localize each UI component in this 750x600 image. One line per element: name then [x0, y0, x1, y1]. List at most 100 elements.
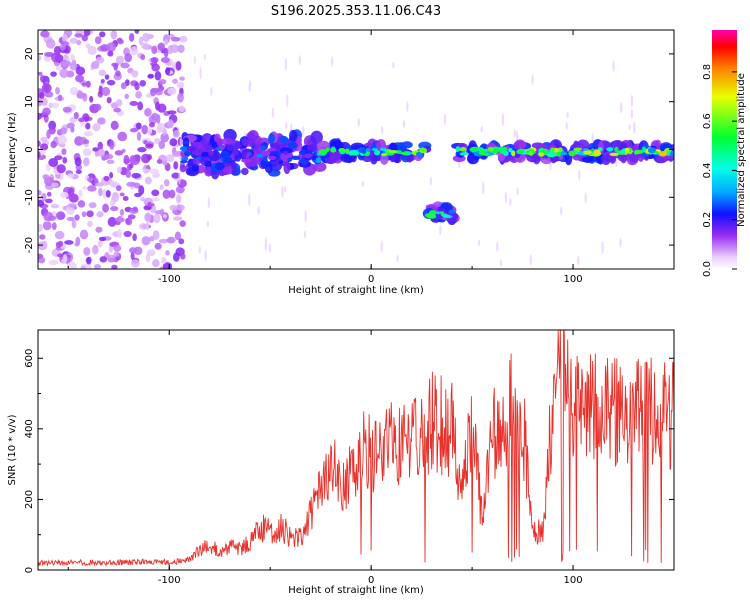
y-tick-label: 0: [24, 567, 35, 573]
heatmap-cell: [182, 137, 190, 149]
heatmap-cell: [264, 237, 268, 252]
heatmap-cell: [130, 251, 135, 261]
heatmap-cell: [180, 253, 186, 260]
heatmap-cell: [179, 164, 187, 173]
heatmap-cell: [198, 246, 202, 254]
colorbar-tick-label: 0.2: [702, 212, 713, 228]
heatmap-cell: [87, 45, 97, 56]
heatmap-cell: [361, 180, 365, 187]
heatmap-cell: [125, 169, 132, 179]
heatmap-cell: [95, 182, 105, 187]
heatmap-cell: [62, 60, 72, 67]
heatmap-cell: [152, 258, 160, 268]
heatmap-cell: [77, 200, 86, 208]
heatmap-cell: [114, 150, 124, 156]
heatmap-cell: [315, 157, 322, 164]
heatmap-cell: [83, 157, 90, 167]
heatmap-cell: [145, 212, 152, 222]
heatmap-cell: [177, 92, 184, 103]
heatmap-cell: [61, 258, 67, 264]
heatmap-cell: [67, 187, 75, 197]
heatmap-cell: [83, 131, 93, 137]
heatmap-cell: [181, 156, 189, 161]
y-tick-label: -20: [24, 237, 35, 253]
x-tick-label: 100: [564, 575, 583, 586]
heatmap-cell: [614, 146, 619, 153]
heatmap-cell: [559, 206, 563, 216]
heatmap-cell: [361, 149, 367, 154]
heatmap-cell: [509, 198, 512, 207]
heatmap-cell: [86, 256, 92, 265]
heatmap-cell: [565, 122, 568, 130]
heatmap-cell: [102, 188, 107, 199]
heatmap-cell: [117, 228, 122, 239]
heatmap-cell: [325, 147, 330, 152]
heatmap-cell: [207, 197, 211, 209]
heatmap-cell: [93, 264, 102, 269]
heatmap-cell: [76, 40, 82, 46]
heatmap-cell: [141, 124, 149, 135]
heatmap-cell: [517, 141, 527, 150]
heatmap-cell: [268, 155, 277, 161]
heatmap-cell: [263, 157, 268, 162]
heatmap-cell: [134, 82, 140, 91]
heatmap-cell: [154, 70, 162, 81]
heatmap-cell: [318, 149, 328, 155]
heatmap-cell: [241, 167, 249, 176]
heatmap-cell: [109, 171, 114, 179]
colorbar-tick-label: 0.4: [702, 162, 713, 178]
heatmap-cell: [60, 127, 68, 135]
heatmap-cell: [38, 223, 43, 232]
heatmap-cell: [117, 39, 124, 45]
heatmap-cell: [287, 141, 298, 149]
heatmap-cell: [97, 141, 104, 151]
y-tick-label: 0: [24, 146, 35, 152]
heatmap-cell: [127, 214, 136, 220]
heatmap-cell: [171, 36, 181, 42]
heatmap-cell: [160, 132, 169, 143]
heatmap-cell: [81, 211, 87, 218]
heatmap-cell: [241, 158, 251, 163]
heatmap-cell: [179, 220, 186, 227]
heatmap-cell: [100, 78, 105, 84]
heatmap-cell: [83, 139, 90, 145]
heatmap-cell: [517, 148, 525, 154]
heatmap-cell: [388, 149, 398, 154]
heatmap-cell: [120, 82, 127, 90]
heatmap-cell: [179, 35, 188, 43]
heatmap-cell: [330, 146, 336, 152]
heatmap-cell: [75, 169, 82, 175]
heatmap-cell: [609, 152, 619, 157]
heatmap-cell: [165, 154, 175, 162]
heatmap-cell: [135, 91, 142, 99]
heatmap-cell: [115, 70, 121, 77]
heatmap-cell: [43, 240, 48, 250]
heatmap-cell: [38, 140, 41, 147]
heatmap-cell: [226, 145, 234, 151]
heatmap-cell: [154, 210, 164, 215]
heatmap-cell: [147, 127, 153, 136]
heatmap-cell: [110, 120, 119, 131]
heatmap-cell: [159, 184, 164, 191]
heatmap-cell: [46, 129, 51, 139]
heatmap-cell: [125, 217, 130, 225]
heatmap-cell: [86, 210, 94, 218]
heatmap-cell: [455, 146, 461, 153]
heatmap-cell: [131, 70, 139, 78]
heatmap-cell: [439, 224, 442, 236]
heatmap-cell: [45, 38, 56, 49]
snr-panel: -100 0 100 0 200 400 600 Height of straight li…: [7, 329, 675, 596]
heatmap-cell: [110, 181, 116, 188]
heatmap-cell: [52, 102, 59, 109]
heatmap-cell: [166, 236, 176, 244]
heatmap-cell: [111, 62, 119, 67]
heatmap-cell: [593, 149, 601, 154]
heatmap-cell: [158, 78, 167, 85]
heatmap-cell: [59, 68, 69, 79]
heatmap-cell: [95, 226, 103, 233]
heatmap-cell: [201, 151, 210, 157]
heatmap-cell: [171, 172, 180, 179]
heatmap-cell: [180, 160, 189, 164]
heatmap-cell: [41, 192, 47, 202]
